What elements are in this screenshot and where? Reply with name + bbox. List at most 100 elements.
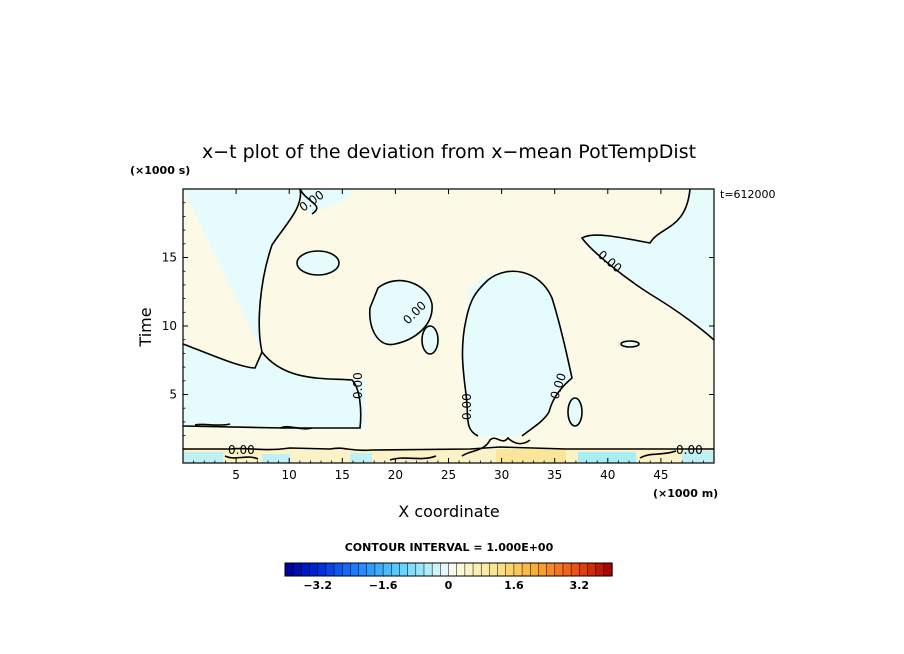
colorbar-tick-label: −3.2: [303, 579, 332, 592]
colorbar-cell: [391, 562, 401, 577]
x-tick-label: 40: [600, 468, 615, 482]
colorbar-cell: [440, 562, 450, 577]
colorbar-cell: [603, 562, 613, 577]
contour-bottom-wiggle-2: [389, 455, 437, 461]
colorbar-cell: [407, 562, 417, 577]
zero-contours: [182, 188, 715, 461]
colorbar-cell: [350, 562, 360, 577]
x-tick-label: 45: [653, 468, 668, 482]
negative-region-center: [462, 272, 572, 436]
bottom-layer: [183, 449, 714, 463]
colorbar-cell: [579, 562, 589, 577]
colorbar-cell: [317, 562, 327, 577]
colorbar-cell: [546, 562, 556, 577]
colorbar-cell: [456, 562, 466, 577]
colorbar-cell: [309, 562, 319, 577]
colorbar-cell: [366, 562, 376, 577]
contour-bottom-wiggle-4: [639, 450, 677, 459]
colorbar-cell: [554, 562, 564, 577]
colorbar-cell: [595, 562, 605, 577]
x-tick-label: 30: [494, 468, 509, 482]
contour-bottom-wiggle-1: [224, 455, 259, 460]
contour-blob-2: [369, 279, 433, 346]
negative-blob-4: [621, 341, 639, 347]
colorbar-cell: [530, 562, 540, 577]
y-unit-label: (×1000 s): [130, 164, 190, 177]
x-tick-label: 35: [547, 468, 562, 482]
colorbar-cell: [292, 562, 302, 577]
colorbar: [284, 562, 613, 577]
bottom-cyan-3: [350, 453, 372, 463]
negative-region-left: [183, 189, 365, 428]
colorbar-cell: [497, 562, 507, 577]
bottom-cyan-2: [262, 454, 290, 463]
x-tick-label: 5: [232, 468, 240, 482]
y-tick-label: 10: [162, 319, 177, 333]
bottom-cyan-4: [578, 452, 636, 463]
contour-label-7: 0.00: [228, 443, 255, 457]
negative-regions: [183, 189, 714, 436]
colorbar-labels: −3.2 −1.6 0 1.6 3.2: [303, 579, 589, 592]
colorbar-cell: [382, 562, 392, 577]
colorbar-cell: [464, 562, 474, 577]
time-stamp: t=612000: [720, 188, 776, 201]
colorbar-cell: [415, 562, 425, 577]
colorbar-cell: [489, 562, 499, 577]
colorbar-cell: [333, 562, 343, 577]
colorbar-cell: [423, 562, 433, 577]
contour-blob-3: [567, 397, 583, 427]
colorbar-tick-label: 1.6: [504, 579, 524, 592]
contour-blob-1: [296, 250, 340, 276]
y-tick-label: 15: [162, 251, 177, 265]
x-tick-label: 20: [388, 468, 403, 482]
x-tick-label: 15: [335, 468, 350, 482]
contour-bottom-wiggle-3: [461, 436, 531, 457]
colorbar-cell: [538, 562, 548, 577]
colorbar-cell: [480, 562, 491, 577]
contour-label-4: 0.00: [351, 372, 365, 399]
contour-left-upper: [182, 343, 263, 369]
colorbar-cell: [301, 562, 311, 577]
negative-blob-3: [568, 398, 582, 426]
colorbar-cell: [472, 562, 482, 577]
contour-topright: [580, 188, 715, 341]
colorbar-cell: [513, 562, 523, 577]
y-tick-label: 5: [169, 388, 177, 402]
colorbar-cell: [521, 562, 531, 577]
contour-label-8: 0.00: [676, 443, 703, 457]
colorbar-cell: [570, 562, 580, 577]
contour-topleft: [299, 188, 318, 215]
negative-blob-2: [369, 280, 433, 345]
contour-left-edge-2: [279, 425, 313, 430]
colorbar-cell: [431, 562, 441, 577]
bottom-cyan-1: [183, 452, 223, 463]
x-tick-label: 10: [282, 468, 297, 482]
x-unit-label: (×1000 m): [653, 487, 718, 500]
colorbar-cell: [399, 562, 409, 577]
bottom-warm-1: [496, 449, 566, 463]
axis-ticks: 5 10 15 20 25 30 35 40 45 5 10 15: [162, 189, 714, 482]
colorbar-cell: [448, 562, 458, 577]
contour-blob-5: [421, 325, 439, 355]
contour-center: [461, 270, 573, 437]
plot-area: 0.00 0.00 0.00 0.00 0.00 0.00 0.00 0.00 …: [162, 188, 715, 482]
negative-blob-5: [422, 326, 438, 354]
colorbar-cell: [374, 562, 384, 577]
negative-region-topleft-cloud: [300, 189, 352, 214]
contour-blob-4: [620, 340, 640, 348]
colorbar-tick-label: 0: [445, 579, 453, 592]
contour-bottom-line: [183, 446, 714, 452]
colorbar-cell: [587, 562, 597, 577]
x-tick-label: 25: [441, 468, 456, 482]
contour-left-edge-1: [194, 423, 231, 426]
negative-region-topright: [342, 189, 714, 340]
y-axis-label: Time: [136, 307, 155, 347]
x-axis-label: X coordinate: [398, 502, 499, 521]
colorbar-cell: [562, 562, 572, 577]
colorbar-cell: [341, 562, 352, 577]
colorbar-cell: [325, 562, 335, 577]
colorbar-tick-label: 3.2: [570, 579, 590, 592]
colorbar-tick-label: −1.6: [369, 579, 398, 592]
contour-label-5: 0.00: [460, 393, 474, 420]
